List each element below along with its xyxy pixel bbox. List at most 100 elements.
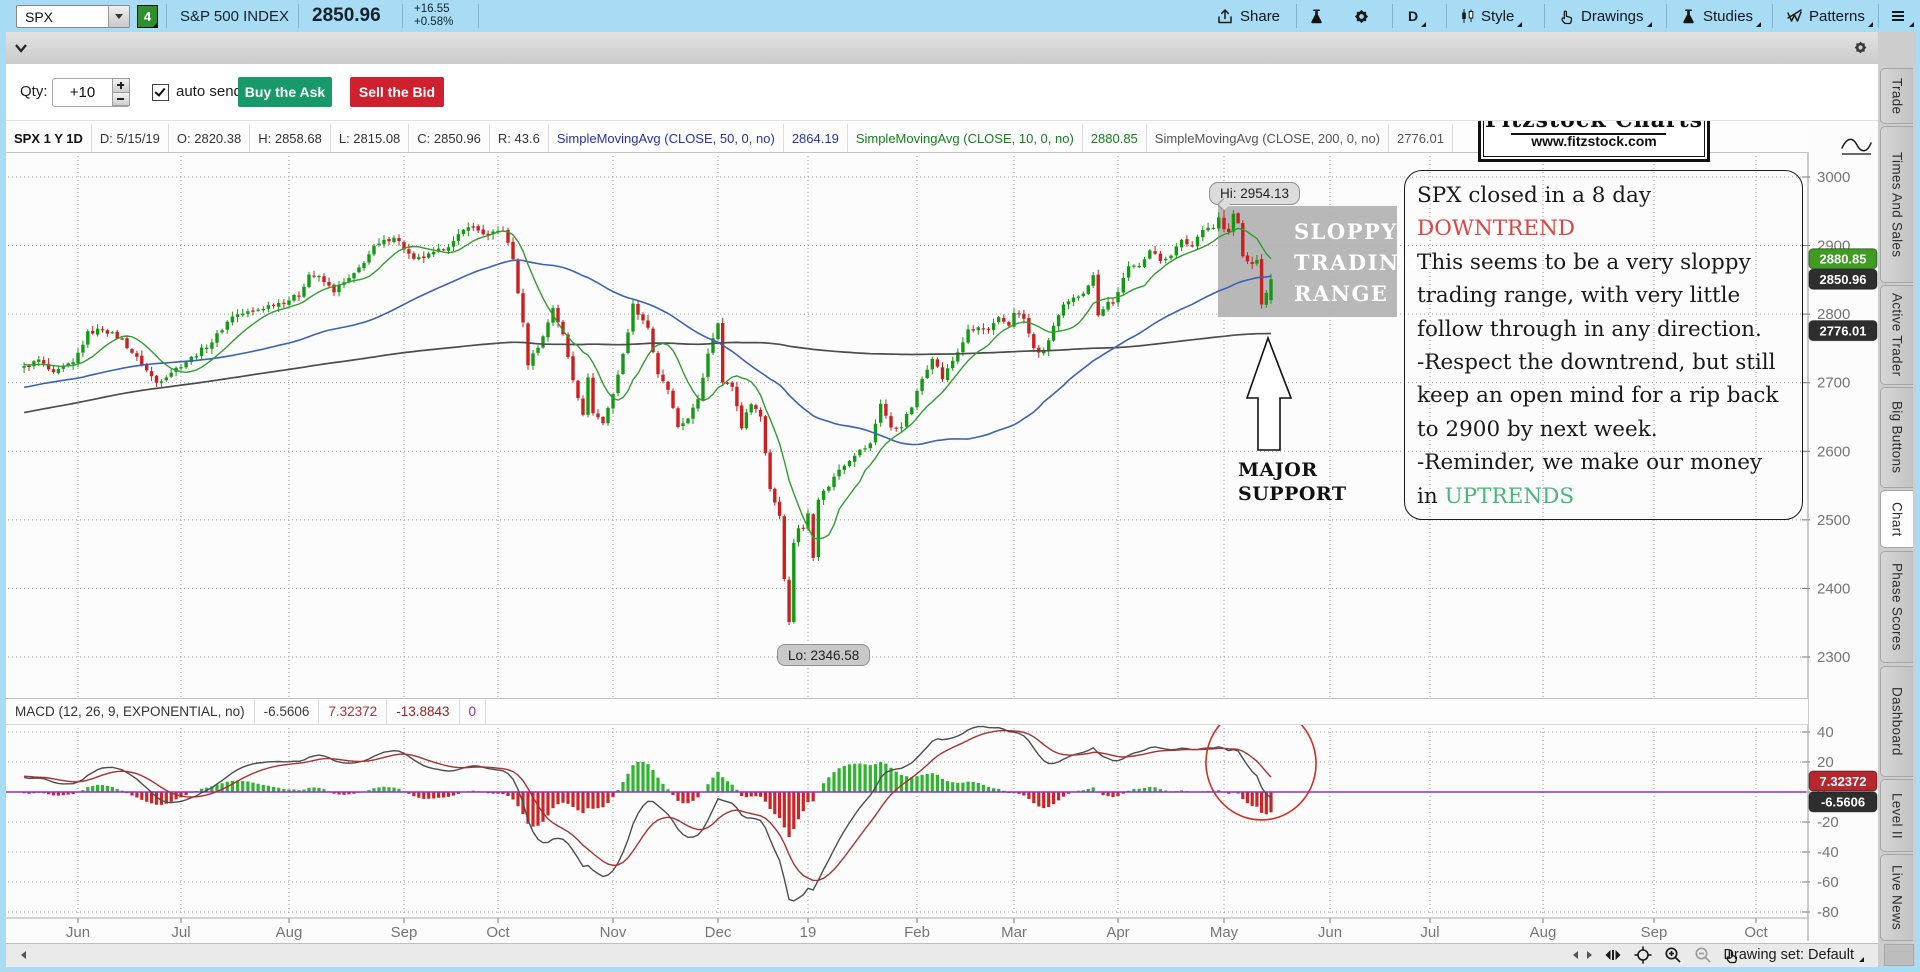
patterns-button[interactable]: Patterns bbox=[1786, 0, 1873, 32]
svg-text:Sep: Sep bbox=[1641, 924, 1668, 941]
sidebar-tab-active-trader[interactable]: Active Trader bbox=[1880, 285, 1913, 385]
svg-text:2300: 2300 bbox=[1817, 649, 1850, 666]
svg-text:40: 40 bbox=[1817, 724, 1834, 741]
drawing-set-selector[interactable]: Drawing set: Default bbox=[1723, 947, 1864, 963]
scroll-left-icon[interactable] bbox=[10, 946, 32, 964]
ohlc-cell: C: 2850.96 bbox=[409, 124, 490, 152]
ohlc-cell: 2776.01 bbox=[1389, 124, 1453, 152]
auto-send-checkbox[interactable] bbox=[152, 84, 169, 101]
sidebar-tab-big-buttons[interactable]: Big Buttons bbox=[1880, 387, 1913, 488]
macd-cell: 7.32372 bbox=[319, 699, 388, 724]
major-support-label: MAJOR SUPPORT bbox=[1238, 459, 1347, 505]
zoom-in-icon[interactable] bbox=[1662, 946, 1684, 964]
sidebar-tab-chart[interactable]: Chart bbox=[1880, 490, 1913, 548]
auto-send-label: auto send bbox=[176, 83, 242, 100]
svg-text:Jul: Jul bbox=[1420, 924, 1439, 941]
hand-icon bbox=[1561, 9, 1573, 24]
combo-arrow-icon[interactable] bbox=[108, 6, 129, 27]
gear-icon bbox=[1354, 9, 1369, 23]
svg-text:2700: 2700 bbox=[1817, 375, 1850, 392]
macd-cell: -13.8843 bbox=[387, 699, 460, 724]
page-left-icon[interactable] bbox=[1562, 946, 1584, 964]
bottom-toolbar: Drawing set: Default bbox=[6, 943, 1878, 967]
svg-text:2400: 2400 bbox=[1817, 580, 1850, 597]
symbol-value: SPX bbox=[25, 8, 54, 25]
qty-increment-button[interactable] bbox=[112, 78, 130, 93]
pattern-zigzag-icon bbox=[1787, 9, 1802, 22]
symbol-description: S&P 500 INDEX bbox=[180, 7, 289, 25]
page-right-icon[interactable] bbox=[1580, 946, 1602, 964]
svg-text:2600: 2600 bbox=[1817, 443, 1850, 460]
svg-text:Jun: Jun bbox=[1318, 924, 1342, 941]
qty-value[interactable]: +10 bbox=[69, 84, 96, 101]
svg-text:2500: 2500 bbox=[1817, 512, 1850, 529]
macd-header: MACD (12, 26, 9, EXPONENTIAL, no) -6.5606… bbox=[6, 698, 1808, 725]
macd-cell: 0 bbox=[460, 699, 487, 724]
ohlc-cell: 2880.85 bbox=[1083, 124, 1147, 152]
ohlc-cell: SimpleMovingAvg (CLOSE, 10, 0, no) bbox=[848, 124, 1083, 152]
svg-text:Aug: Aug bbox=[276, 924, 303, 941]
sidebar-tab-dashboard[interactable]: Dashboard bbox=[1880, 666, 1913, 777]
svg-text:Mar: Mar bbox=[1001, 924, 1027, 941]
zoom-out-icon[interactable] bbox=[1692, 946, 1714, 964]
settings-gear-button[interactable] bbox=[1352, 0, 1371, 32]
timeframe-button[interactable]: D bbox=[1408, 0, 1427, 32]
ohlc-cell: 2864.19 bbox=[784, 124, 848, 152]
svg-text:-80: -80 bbox=[1817, 904, 1839, 921]
svg-text:2880.85: 2880.85 bbox=[1820, 252, 1867, 267]
ohlc-cell: L: 2815.08 bbox=[331, 124, 410, 152]
symbol-combobox[interactable]: SPX bbox=[16, 5, 130, 28]
menu-button[interactable] bbox=[1890, 0, 1914, 32]
sidebar: Trade Times And Sales Active Trader Big But… bbox=[1878, 32, 1916, 966]
high-marker-badge: Hi: 2954.13 bbox=[1209, 182, 1301, 211]
pan-expand-icon[interactable] bbox=[1602, 946, 1624, 964]
svg-text:20: 20 bbox=[1817, 754, 1834, 771]
note-text: SPX closed in a 8 day DOWNTREND This seems… bbox=[1417, 183, 1779, 509]
gadget-gear-icon[interactable] bbox=[1852, 39, 1869, 61]
share-button[interactable]: Share bbox=[1216, 0, 1280, 32]
price-change: +16.55 +0.58% bbox=[414, 3, 454, 28]
flask-icon bbox=[1311, 8, 1322, 23]
svg-text:2776.01: 2776.01 bbox=[1820, 323, 1867, 338]
svg-text:-60: -60 bbox=[1817, 874, 1839, 891]
sidebar-scroll-block[interactable] bbox=[1884, 944, 1914, 966]
buy-the-ask-button[interactable]: Buy the Ask bbox=[238, 77, 332, 107]
svg-text:Apr: Apr bbox=[1106, 924, 1129, 941]
drawings-button[interactable]: Drawings bbox=[1558, 0, 1652, 32]
svg-text:-40: -40 bbox=[1817, 844, 1839, 861]
svg-text:Dec: Dec bbox=[705, 924, 732, 941]
share-icon bbox=[1218, 8, 1232, 23]
macd-cell: MACD (12, 26, 9, EXPONENTIAL, no) bbox=[6, 699, 255, 724]
ohlc-cell: O: 2820.38 bbox=[169, 124, 251, 152]
svg-text:2800: 2800 bbox=[1817, 306, 1850, 323]
qty-decrement-button[interactable] bbox=[112, 91, 130, 106]
sidebar-tab-times-and-sales[interactable]: Times And Sales bbox=[1880, 126, 1913, 283]
sidebar-tab-live-news[interactable]: Live News bbox=[1880, 854, 1913, 941]
ohlc-cell: SimpleMovingAvg (CLOSE, 50, 0, no) bbox=[549, 124, 784, 152]
style-button[interactable]: Style bbox=[1460, 0, 1523, 32]
svg-text:3000: 3000 bbox=[1817, 169, 1850, 186]
studies-button[interactable]: Studies bbox=[1680, 0, 1762, 32]
svg-text:May: May bbox=[1210, 924, 1239, 941]
sidebar-tab-level-ii[interactable]: Level II bbox=[1880, 779, 1913, 852]
hamburger-icon bbox=[1892, 11, 1904, 21]
sloppy-trading-range-label: SLOPPY TRADING RANGE bbox=[1294, 219, 1420, 306]
top-toolbar: SPX 4 S&P 500 INDEX 2850.96 +16.55 +0.58%… bbox=[0, 0, 1920, 32]
collapse-chevron-icon[interactable] bbox=[14, 40, 28, 58]
svg-text:2850.96: 2850.96 bbox=[1820, 272, 1867, 287]
ohlc-cell: SimpleMovingAvg (CLOSE, 200, 0, no) bbox=[1147, 124, 1389, 152]
gadget-header-row bbox=[6, 32, 1878, 65]
link-badge[interactable]: 4 bbox=[137, 5, 158, 28]
hand-tool-icon[interactable] bbox=[1720, 946, 1742, 964]
ohlc-cell: D: 5/15/19 bbox=[92, 124, 169, 152]
crosshair-icon[interactable] bbox=[1632, 946, 1654, 964]
svg-text:Aug: Aug bbox=[1530, 924, 1557, 941]
low-marker-badge: Lo: 2346.58 bbox=[777, 644, 871, 666]
analysis-flask-button[interactable] bbox=[1308, 0, 1325, 32]
ohlc-cell: SPX 1 Y 1D bbox=[6, 124, 92, 152]
sell-the-bid-button[interactable]: Sell the Bid bbox=[350, 77, 444, 107]
svg-text:19: 19 bbox=[800, 924, 817, 941]
sidebar-tab-phase-scores[interactable]: Phase Scores bbox=[1880, 551, 1913, 663]
quantity-stepper[interactable]: +10 bbox=[52, 78, 130, 107]
sidebar-tab-trade[interactable]: Trade bbox=[1880, 68, 1913, 124]
